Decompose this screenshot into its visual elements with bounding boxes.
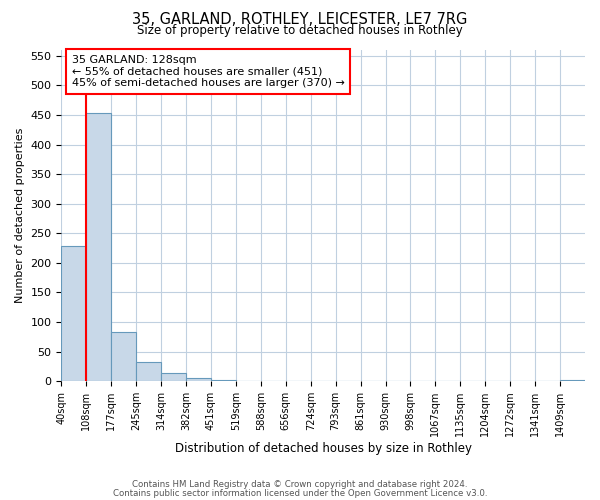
Text: 35, GARLAND, ROTHLEY, LEICESTER, LE7 7RG: 35, GARLAND, ROTHLEY, LEICESTER, LE7 7RG (133, 12, 467, 28)
Y-axis label: Number of detached properties: Number of detached properties (15, 128, 25, 303)
Bar (61, 246, 86, 381)
Bar (111, 332, 136, 381)
Bar (161, 374, 186, 381)
Bar (186, 378, 211, 381)
X-axis label: Distribution of detached houses by size in Rothley: Distribution of detached houses by size … (175, 442, 472, 455)
Text: Size of property relative to detached houses in Rothley: Size of property relative to detached ho… (137, 24, 463, 37)
Text: 35 GARLAND: 128sqm
← 55% of detached houses are smaller (451)
45% of semi-detach: 35 GARLAND: 128sqm ← 55% of detached hou… (72, 55, 345, 88)
Bar (560, 380, 585, 381)
Text: Contains public sector information licensed under the Open Government Licence v3: Contains public sector information licen… (113, 488, 487, 498)
Bar (211, 380, 236, 381)
Bar (311, 380, 335, 381)
Bar (136, 362, 161, 381)
Text: Contains HM Land Registry data © Crown copyright and database right 2024.: Contains HM Land Registry data © Crown c… (132, 480, 468, 489)
Bar (86, 114, 111, 381)
